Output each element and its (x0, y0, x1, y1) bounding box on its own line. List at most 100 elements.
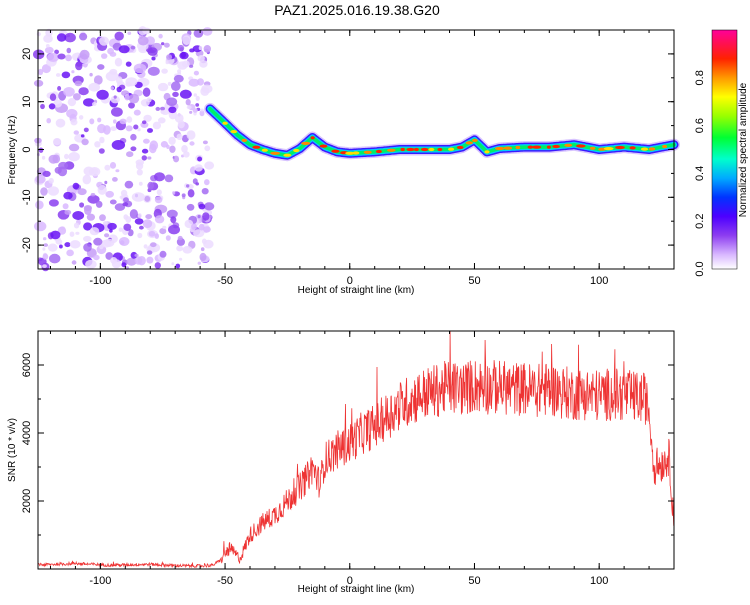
noise-blob (154, 196, 163, 204)
noise-blob (54, 49, 59, 55)
noise-blob (92, 102, 97, 106)
noise-blob (111, 140, 126, 150)
noise-blob (87, 194, 100, 204)
noise-blob (93, 237, 103, 246)
noise-blob (188, 78, 200, 87)
noise-blob (103, 221, 108, 225)
noise-blob (199, 110, 205, 117)
ridge-peak (293, 148, 300, 153)
noise-blob (35, 200, 44, 210)
noise-blob (165, 235, 171, 241)
noise-blob (193, 93, 197, 97)
ridge-peak (472, 138, 478, 142)
spectrogram-ylabel: Frequency (Hz) (7, 116, 18, 185)
noise-blob (193, 29, 204, 38)
noise-blob (143, 244, 148, 249)
noise-blob (85, 259, 97, 269)
noise-blob (43, 34, 53, 43)
noise-blob (137, 128, 141, 132)
noise-blob (49, 93, 57, 101)
ridge-peak (331, 149, 340, 153)
noise-blob (197, 156, 203, 162)
noise-blob (47, 243, 58, 252)
noise-blob (57, 53, 66, 60)
noise-blob (142, 219, 153, 229)
noise-blob (137, 256, 146, 266)
ridge-peak (301, 141, 311, 145)
noise-blob (56, 73, 61, 77)
noise-blob (173, 74, 184, 83)
noise-blob (72, 182, 80, 190)
noise-blob (204, 48, 209, 53)
y-tick-label: 10 (21, 96, 33, 108)
noise-blob (36, 31, 41, 37)
noise-blob (73, 130, 80, 135)
noise-blob (114, 203, 126, 211)
noise-blob (125, 216, 132, 223)
noise-blob (33, 79, 44, 87)
noise-blob (131, 192, 145, 202)
noise-blob (86, 213, 95, 221)
noise-blob (46, 118, 51, 124)
ridge-peak (564, 143, 573, 147)
noise-blob (69, 231, 75, 237)
noise-blob (42, 264, 47, 268)
noise-blob (50, 230, 61, 240)
ridge-peak (494, 146, 505, 151)
noise-blob (173, 155, 180, 163)
noise-blob (114, 57, 123, 67)
noise-blob (189, 64, 194, 68)
noise-blob (48, 103, 56, 110)
noise-blob (176, 245, 184, 252)
noise-blob (137, 232, 143, 239)
colorbar-tick-label: 0.4 (694, 166, 706, 181)
noise-blob (183, 151, 190, 158)
noise-blob (179, 51, 189, 60)
noise-blob (49, 253, 61, 264)
ridge-peak (230, 130, 238, 134)
noise-blob (201, 188, 209, 195)
noise-blob (154, 172, 165, 182)
noise-blob (110, 126, 117, 131)
ridge-peak (270, 151, 280, 155)
x-tick-label: 0 (347, 575, 353, 587)
noise-blob (200, 108, 204, 112)
noise-blob (125, 125, 133, 132)
ridge-peak (640, 147, 649, 151)
noise-blob (65, 54, 72, 62)
x-tick-label: 50 (468, 275, 480, 287)
noise-blob (182, 35, 191, 46)
noise-blob (104, 233, 110, 238)
noise-blob (78, 87, 89, 96)
noise-blob (186, 105, 192, 110)
ridge-peak (345, 151, 355, 155)
noise-blob (200, 247, 205, 252)
noise-blob (83, 243, 92, 252)
noise-blob (142, 120, 147, 125)
noise-blob (52, 154, 61, 164)
noise-blob (189, 48, 195, 53)
noise-blob (161, 68, 168, 74)
colorbar-axes: 0.0 0.2 0.4 0.6 0.8 (694, 29, 738, 277)
noise-blob (64, 242, 71, 248)
noise-blob (202, 140, 208, 145)
noise-blob (123, 223, 132, 231)
noise-blob (197, 214, 201, 219)
noise-blob (159, 250, 167, 258)
noise-blob (115, 169, 120, 173)
noise-blob (185, 99, 191, 106)
noise-blob (133, 63, 147, 74)
snr-ylabel: SNR (10 * v/v) (7, 418, 18, 482)
noise-blob (147, 181, 154, 190)
noise-blob (158, 117, 166, 124)
ridge-peak (465, 141, 473, 145)
noise-blob (134, 218, 144, 225)
noise-blob (94, 141, 101, 148)
noise-blob (124, 93, 130, 101)
noise-blob (48, 199, 59, 207)
noise-blob (83, 98, 95, 107)
ridge-peak (448, 147, 455, 151)
noise-blob (133, 124, 139, 130)
noise-blob (71, 260, 77, 265)
noise-blob (63, 191, 73, 200)
